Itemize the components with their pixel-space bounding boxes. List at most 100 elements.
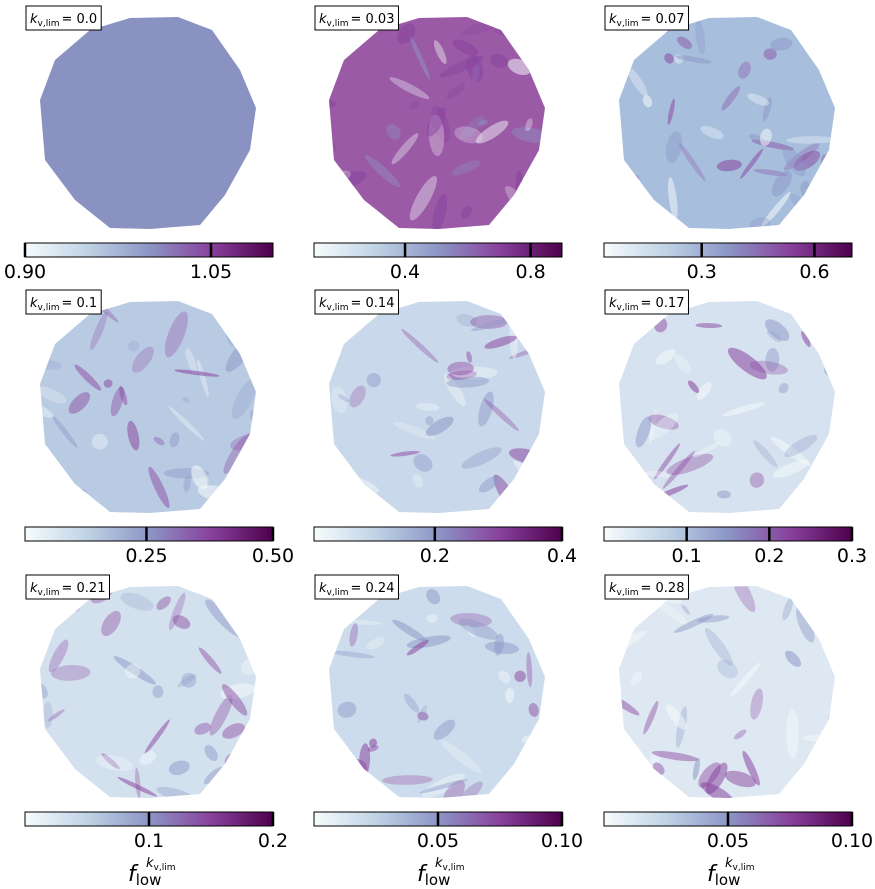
panel-label: kv,lim = 0.17 [609, 296, 684, 313]
colorbar-tick-label: 0.1 [672, 545, 702, 567]
label-value: = 0.1 [62, 296, 98, 311]
map-feature [74, 364, 102, 391]
clabel-subscript: low [715, 871, 741, 889]
map-feature [428, 114, 445, 157]
map-feature [635, 475, 644, 504]
label-value: = 0.28 [641, 581, 685, 596]
map-feature [761, 191, 791, 228]
panel-label: kv,lim = 0.21 [30, 581, 105, 598]
map-feature [667, 98, 675, 125]
label-value: = 0.0 [62, 12, 98, 27]
map-feature [450, 366, 498, 380]
map-feature [526, 651, 533, 688]
map-feature [664, 53, 674, 64]
label-symbol: k [319, 12, 327, 27]
map-feature [442, 780, 465, 798]
map-feature [413, 454, 433, 472]
colorbar-tick-label: 0.8 [515, 261, 545, 283]
map-feature [369, 738, 378, 748]
map-feature [740, 148, 764, 179]
map-feature [68, 392, 91, 414]
map-feature [148, 466, 170, 508]
map-feature [763, 48, 777, 60]
map-feature [521, 618, 531, 628]
map-feature [782, 597, 794, 621]
map-feature [458, 618, 499, 640]
map-region [619, 586, 835, 798]
map-feature [459, 115, 485, 140]
map-feature [514, 670, 526, 683]
map-feature [622, 492, 666, 513]
map-feature [494, 633, 505, 656]
map-feature [156, 596, 171, 610]
colorbar-tick-label: 0.2 [258, 830, 288, 852]
colorbar [313, 526, 563, 542]
map-feature [40, 750, 45, 769]
map-feature [815, 55, 835, 66]
map-feature [749, 472, 765, 488]
colorbar-label-sup: kv,lim [146, 856, 176, 873]
map-feature [783, 142, 820, 171]
map-feature [393, 421, 436, 440]
map-feature [48, 639, 69, 673]
colorbar [603, 526, 853, 542]
map-feature [753, 168, 788, 177]
map-feature [164, 311, 188, 358]
label-subscript: v,lim [38, 303, 60, 313]
label-value: = 0.21 [62, 581, 106, 596]
map-feature [439, 55, 484, 78]
map-feature [765, 348, 780, 372]
map-feature [654, 443, 681, 480]
map-feature [716, 490, 731, 499]
clabel-symbol: f [128, 862, 139, 887]
map-feature [784, 434, 818, 458]
label-symbol: k [609, 12, 617, 27]
map-feature [651, 751, 699, 762]
map-feature [452, 39, 479, 56]
label-symbol: k [609, 581, 617, 596]
map-feature [425, 416, 454, 436]
map-feature [668, 177, 678, 221]
map-feature [662, 450, 695, 489]
panel: kv,lim = 0.17 0.1 0.2 0.3 [603, 289, 867, 567]
map-feature [366, 373, 381, 388]
map-feature [443, 374, 466, 407]
map-feature [440, 740, 482, 773]
panel-label: kv,lim = 0.14 [319, 296, 394, 313]
panel: kv,lim = 0.03 0.4 0.8 [313, 5, 563, 283]
map-feature [101, 753, 120, 770]
map-feature [643, 470, 672, 478]
map-feature [168, 406, 205, 441]
map-feature [221, 684, 248, 716]
label-box [25, 5, 102, 31]
panel: kv,lim = 0.07 0.3 0.6 [603, 5, 853, 283]
colorbar-tick-label: 0.4 [390, 261, 420, 283]
colorbar-tick-label: 0.10 [541, 830, 583, 852]
label-value: = 0.03 [351, 12, 395, 27]
map-feature [649, 412, 679, 440]
map-feature [747, 93, 770, 106]
map-feature [185, 348, 198, 374]
map-feature [390, 450, 420, 457]
map-feature [329, 195, 360, 213]
map-feature [642, 95, 653, 108]
panel-label: kv,lim = 0.03 [319, 12, 394, 29]
map-feature [724, 770, 757, 788]
map-feature [197, 359, 209, 397]
colorbar-tick-label: 0.25 [125, 545, 167, 567]
map-feature [498, 670, 511, 684]
clabel-sup-subscript: v,lim [443, 863, 465, 873]
map-feature [461, 447, 502, 469]
map-feature [412, 474, 424, 488]
map-feature [484, 335, 517, 349]
map-region [619, 301, 835, 513]
colorbar [313, 242, 563, 258]
label-value: = 0.07 [641, 12, 685, 27]
map-feature [422, 773, 465, 798]
label-box [25, 574, 110, 600]
map-feature [331, 386, 348, 414]
map-feature [191, 465, 208, 490]
map-feature [329, 101, 337, 109]
label-symbol: k [30, 296, 38, 311]
